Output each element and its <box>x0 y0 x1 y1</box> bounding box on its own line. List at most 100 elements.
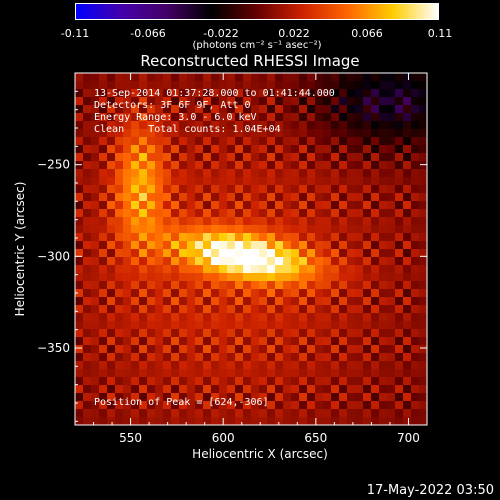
heatmap-cell <box>283 249 292 258</box>
heatmap-cell <box>195 417 204 426</box>
heatmap-cell <box>219 145 228 154</box>
heatmap-cell <box>107 217 116 226</box>
heatmap-cell <box>315 153 324 162</box>
heatmap-cell <box>299 409 308 418</box>
heatmap-cell <box>219 225 228 234</box>
heatmap-cell <box>331 393 340 402</box>
heatmap-cell <box>251 129 260 138</box>
heatmap-cell <box>123 241 132 250</box>
heatmap-cell <box>363 113 372 122</box>
heatmap-cell <box>363 393 372 402</box>
colorbar-tick: -0.066 <box>130 27 166 40</box>
heatmap-cell <box>331 297 340 306</box>
heatmap-cell <box>147 273 156 282</box>
heatmap-cell <box>187 73 196 82</box>
heatmap-cell <box>291 321 300 330</box>
heatmap-cell <box>195 185 204 194</box>
heatmap-cell <box>379 393 388 402</box>
heatmap-cell <box>123 81 132 90</box>
heatmap-cell <box>395 185 404 194</box>
heatmap-cell <box>331 337 340 346</box>
heatmap-cell <box>395 113 404 122</box>
heatmap-cell <box>75 113 84 122</box>
heatmap-cell <box>371 361 380 370</box>
heatmap-cell <box>83 273 92 282</box>
heatmap-cell <box>267 185 276 194</box>
heatmap-cell <box>283 361 292 370</box>
heatmap-cell <box>203 321 212 330</box>
heatmap-cell <box>291 305 300 314</box>
heatmap-cell <box>419 145 428 154</box>
heatmap-cell <box>243 137 252 146</box>
heatmap-cell <box>315 409 324 418</box>
heatmap-cell <box>163 225 172 234</box>
heatmap-cell <box>347 345 356 354</box>
heatmap-cell <box>227 361 236 370</box>
heatmap-cell <box>171 217 180 226</box>
heatmap-cell <box>419 201 428 210</box>
heatmap-cell <box>211 289 220 298</box>
heatmap-cell <box>123 417 132 426</box>
heatmap-cell <box>259 81 268 90</box>
heatmap-cell <box>403 129 412 138</box>
heatmap-cell <box>315 225 324 234</box>
heatmap-cell <box>323 97 332 106</box>
heatmap-cell <box>203 89 212 98</box>
heatmap-cell <box>267 257 276 266</box>
heatmap-cell <box>155 185 164 194</box>
heatmap-cell <box>307 73 316 82</box>
heatmap-cell <box>363 401 372 410</box>
heatmap-cell <box>99 257 108 266</box>
heatmap-cell <box>227 73 236 82</box>
heatmap-cell <box>75 369 84 378</box>
heatmap-cell <box>395 137 404 146</box>
heatmap-cell <box>155 305 164 314</box>
heatmap-cell <box>75 81 84 90</box>
heatmap-cell <box>299 297 308 306</box>
heatmap-cell <box>339 265 348 274</box>
heatmap-cell <box>147 113 156 122</box>
heatmap-cell <box>291 161 300 170</box>
heatmap-cell <box>211 409 220 418</box>
heatmap-cell <box>187 209 196 218</box>
heatmap-cell <box>131 209 140 218</box>
heatmap-cell <box>203 161 212 170</box>
heatmap-cell <box>83 321 92 330</box>
heatmap-cell <box>235 73 244 82</box>
heatmap-cell <box>347 289 356 298</box>
heatmap-cell <box>323 233 332 242</box>
heatmap-cell <box>403 361 412 370</box>
heatmap-cell <box>339 361 348 370</box>
heatmap-cell <box>251 161 260 170</box>
heatmap-cell <box>267 105 276 114</box>
heatmap-cell <box>267 241 276 250</box>
heatmap-cell <box>227 305 236 314</box>
heatmap-cell <box>211 313 220 322</box>
heatmap-cell <box>355 257 364 266</box>
heatmap-cell <box>291 209 300 218</box>
heatmap-cell <box>131 129 140 138</box>
heatmap-cell <box>283 161 292 170</box>
heatmap-cell <box>379 377 388 386</box>
heatmap-cell <box>395 89 404 98</box>
heatmap-cell <box>251 249 260 258</box>
heatmap-cell <box>339 249 348 258</box>
heatmap-cell <box>339 377 348 386</box>
heatmap-cell <box>395 129 404 138</box>
heatmap-cell <box>83 121 92 130</box>
heatmap-cell <box>371 329 380 338</box>
heatmap-cell <box>347 209 356 218</box>
heatmap-cell <box>315 201 324 210</box>
heatmap-cell <box>259 201 268 210</box>
heatmap-cell <box>339 193 348 202</box>
heatmap-cell <box>363 209 372 218</box>
heatmap-cell <box>251 409 260 418</box>
heatmap-cell <box>355 209 364 218</box>
heatmap-cell <box>187 273 196 282</box>
heatmap-cell <box>411 217 420 226</box>
heatmap-cell <box>347 129 356 138</box>
heatmap-cell <box>163 129 172 138</box>
heatmap-cell <box>227 201 236 210</box>
heatmap-cell <box>299 233 308 242</box>
heatmap-cell <box>259 337 268 346</box>
